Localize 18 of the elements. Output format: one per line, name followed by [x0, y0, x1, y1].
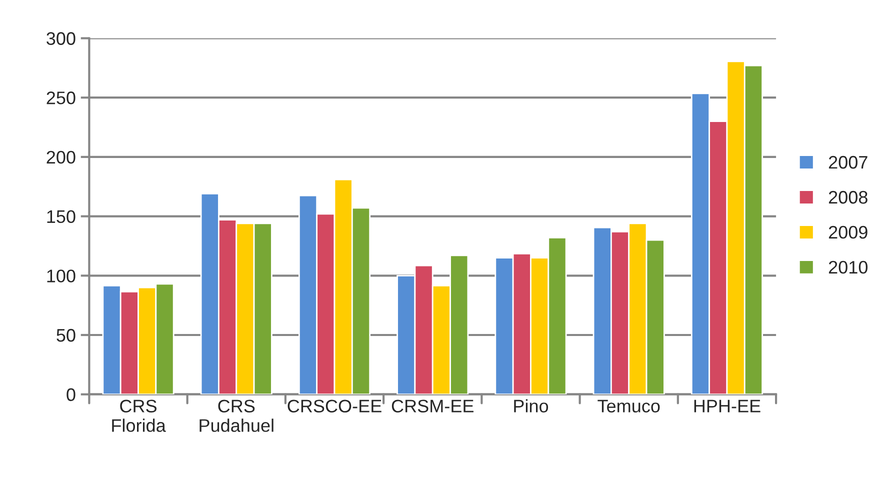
x-tick-label: HPH-EE — [694, 400, 760, 412]
x-tick-label: Temuco — [598, 400, 660, 412]
y-tick-label: 50 — [56, 328, 76, 342]
y-tick-label: 100 — [47, 270, 76, 282]
legend-label: 2009 — [828, 226, 868, 239]
y-tick-label: 300 — [46, 32, 76, 45]
legend-label: 2007 — [828, 156, 868, 169]
legend-label: 2010 — [828, 260, 868, 274]
x-tick-label: Pino — [514, 399, 548, 412]
x-tick-label: CRSCO-EE — [288, 400, 382, 412]
y-tick-label: 200 — [46, 150, 76, 164]
x-tick-label: CRSM-EE — [392, 400, 474, 412]
x-tick-label: CRS Florida — [112, 400, 166, 432]
y-tick-label: 0 — [66, 388, 76, 402]
x-tick-label: CRS Pudahuel — [200, 400, 274, 432]
y-tick-label: 150 — [47, 210, 76, 224]
y-tick-label: 250 — [46, 92, 76, 104]
legend-label: 2008 — [828, 190, 868, 204]
